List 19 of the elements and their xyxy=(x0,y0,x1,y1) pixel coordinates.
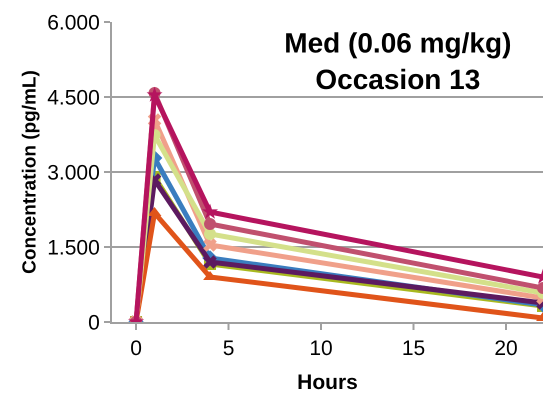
point xyxy=(204,218,216,230)
point xyxy=(203,238,217,252)
x-axis-title: Hours xyxy=(297,370,358,394)
x-tick-label: 20 xyxy=(494,337,518,360)
y-tick-label: 3.000 xyxy=(47,161,100,184)
point xyxy=(203,255,217,269)
x-tick-label: 10 xyxy=(309,337,333,360)
y-tick-label: 6.000 xyxy=(47,11,100,34)
text: Med (0.06 mg/kg) Occasion 13 xyxy=(284,28,512,95)
point xyxy=(204,228,216,240)
y-tick-label: 4.500 xyxy=(47,86,100,110)
x-tick-label: 5 xyxy=(222,337,234,360)
point xyxy=(146,86,163,102)
y-tick-label: 0 xyxy=(88,311,100,334)
y-axis-title: Concentration (pg/mL) xyxy=(20,70,41,274)
x-tick-label: 15 xyxy=(402,337,426,360)
point xyxy=(202,204,218,219)
y-tick-label: 1.500 xyxy=(47,236,100,260)
x-tick-label: 0 xyxy=(130,337,142,360)
